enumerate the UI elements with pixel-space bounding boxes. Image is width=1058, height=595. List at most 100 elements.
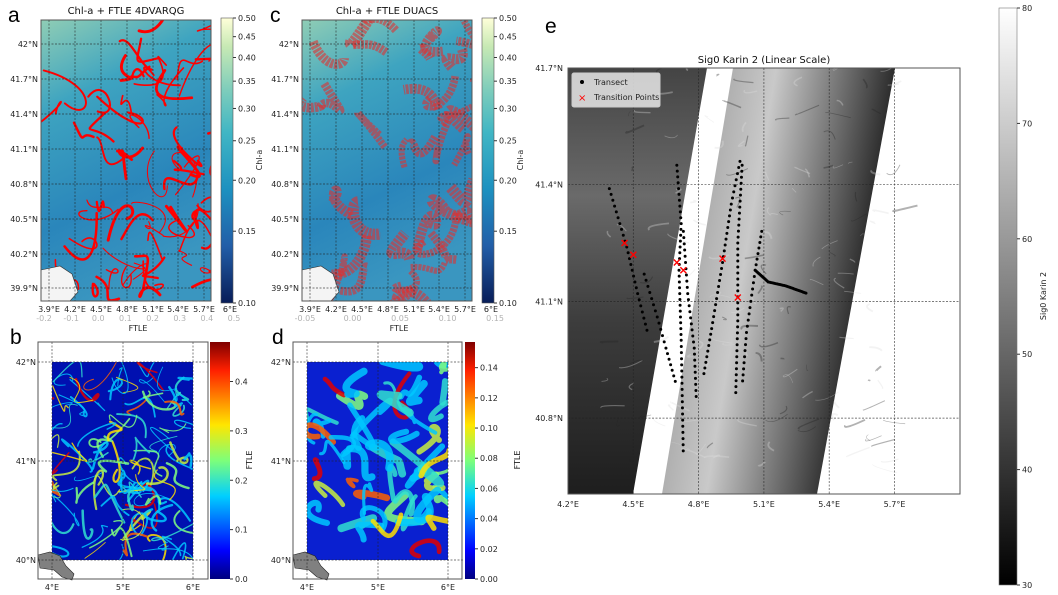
cb-tick-label: 0.14	[480, 364, 498, 373]
cb-tick-label: 0.30	[238, 104, 256, 113]
sar-streak	[722, 99, 742, 109]
ftle-ridge	[129, 114, 150, 140]
lat-tick: 41.7°N	[271, 75, 299, 84]
ftle-filament	[138, 376, 165, 402]
map-grid	[293, 342, 463, 579]
panel-letter: c	[270, 4, 281, 27]
ftle-filament	[165, 462, 190, 490]
ftle-filament	[143, 508, 167, 523]
sar-streak	[606, 230, 612, 238]
panel-d: d 42°N 41°N 40°N 4°E 5°E 6°E 0.14 0.12 0.10 0.0…	[271, 326, 522, 592]
transect-point	[736, 313, 740, 317]
panel-letter: d	[272, 326, 284, 349]
sar-streak	[865, 435, 882, 442]
ftle-filament	[150, 427, 174, 452]
ftle-ridge-band	[302, 96, 327, 113]
ftle-ridge-band	[415, 43, 435, 62]
land-mask	[37, 551, 75, 581]
sar-streak	[704, 360, 710, 373]
ftle-ridge	[209, 164, 211, 177]
transect-point	[723, 243, 727, 247]
transect-point	[743, 355, 747, 359]
transect-point	[676, 175, 680, 179]
sar-streak	[599, 340, 619, 344]
ftle-filament	[115, 376, 139, 394]
lat-tick: 40.5°N	[10, 215, 38, 224]
transect-point	[734, 367, 738, 371]
transect-point	[650, 297, 654, 301]
sar-streak	[848, 161, 853, 164]
ftle-ridge	[131, 201, 166, 234]
ftle-filament	[52, 434, 60, 448]
transect-point	[737, 217, 741, 221]
ftle-filament	[150, 503, 174, 532]
sar-streak	[722, 316, 727, 321]
ftle-ridge	[199, 267, 211, 274]
ftle-filament	[52, 403, 78, 429]
transect-point	[681, 449, 685, 453]
transect-point	[686, 292, 690, 296]
cb-tick-label: 60	[1022, 235, 1032, 244]
sar-streak	[862, 400, 886, 411]
sar-streak	[886, 164, 901, 176]
ftle-ridge	[118, 39, 153, 71]
transect-point	[736, 247, 740, 251]
lon-tick: 4.2°E	[64, 305, 86, 314]
ftle-filament	[439, 378, 448, 406]
sar-streak	[704, 115, 715, 123]
ftle-ridge	[146, 150, 168, 198]
transect-point	[751, 287, 755, 291]
cb-tick-label: 0.50	[238, 14, 256, 23]
sar-streak	[806, 364, 809, 371]
transect-point	[609, 192, 613, 196]
map-frame	[301, 19, 473, 302]
ftle-filament	[89, 519, 123, 549]
lon-tick: 4.5°E	[90, 305, 112, 314]
transect-point	[682, 236, 686, 240]
lat-tick: 41.4°N	[271, 110, 299, 119]
transect-point	[677, 274, 681, 278]
transect-point	[632, 274, 636, 278]
sar-streak	[846, 446, 870, 458]
ftle-ridges-overlay	[302, 20, 472, 301]
ftle-filament	[159, 423, 187, 434]
sar-streak	[870, 169, 881, 176]
transect-point	[734, 391, 738, 395]
colorbar-ticks: 0.50 0.45 0.40 0.35 0.30 0.25 0.20 0.15 0.10	[494, 14, 517, 308]
sar-streak	[832, 164, 844, 169]
transect-point	[736, 277, 740, 281]
ftle-filament	[117, 367, 123, 387]
ftle-ridge-band	[441, 47, 468, 72]
cb-tick-label: 0.2	[235, 476, 248, 485]
ftle-filament	[184, 555, 193, 560]
hidden-tick: 0.0	[92, 314, 105, 323]
colorbar-label: Sig0 Karin 2	[1039, 272, 1048, 320]
hidden-tick: 0.5	[228, 314, 241, 323]
ftle-filament	[88, 417, 131, 448]
colorbar-ticks: 80 70 60 50 40 30	[1017, 4, 1032, 590]
sar-streak	[775, 117, 790, 121]
ftle-filament	[388, 428, 420, 444]
ftle-ridge	[147, 231, 163, 261]
transect-point	[646, 284, 650, 288]
transect-point	[676, 181, 680, 185]
sar-streak	[764, 231, 773, 240]
ftle-ridge-band	[410, 261, 448, 274]
map-grid	[38, 342, 208, 579]
ftle-filament	[311, 457, 323, 482]
transect-point	[748, 306, 752, 310]
lon-tick: 5.4°E	[818, 500, 840, 509]
ftle-ridge-band	[362, 20, 399, 34]
legend-transect: Transect	[593, 78, 628, 87]
transect-point	[743, 349, 747, 353]
transect-marker-icon	[580, 80, 584, 84]
ftle-filament	[52, 385, 69, 412]
ftle-ridge	[164, 204, 188, 232]
sar-streak	[647, 222, 670, 231]
lon-tick: 3.9°E	[38, 305, 60, 314]
ftle-ridge	[172, 159, 205, 176]
transect-point	[713, 309, 717, 313]
cb-tick-label: 0.02	[480, 545, 498, 554]
ftle-filament	[157, 497, 192, 522]
ftle-filament	[122, 532, 148, 557]
